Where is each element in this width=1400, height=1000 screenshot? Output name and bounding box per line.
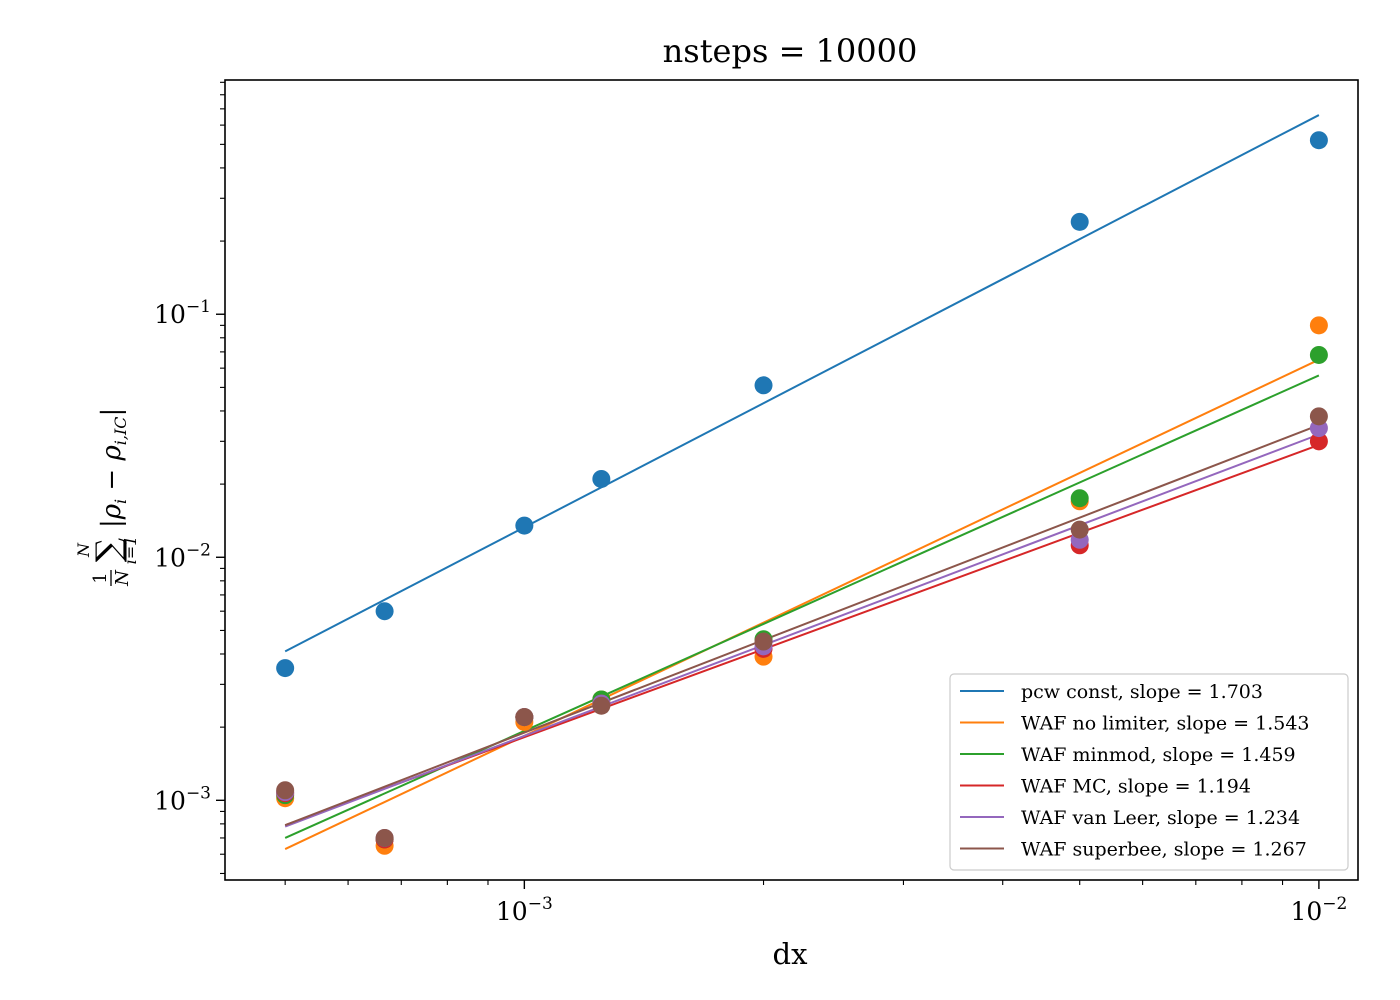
fit-line xyxy=(284,358,1320,850)
fit-line xyxy=(284,424,1320,827)
data-point xyxy=(515,516,534,535)
data-points xyxy=(276,131,1328,855)
data-point xyxy=(1070,489,1089,508)
legend-box xyxy=(949,673,1349,871)
legend: pcw const, slope = 1.703 WAF no limiter, … xyxy=(949,673,1349,871)
y-label-sum-sign: ∑ xyxy=(89,538,129,562)
data-point xyxy=(375,602,394,621)
data-point xyxy=(1309,131,1328,150)
legend-label: WAF minmod, slope = 1.459 xyxy=(1021,744,1296,766)
data-point xyxy=(1070,520,1089,539)
x-axis-label: dx xyxy=(773,937,808,971)
y-label-frac-num: 1 xyxy=(90,572,111,583)
y-label-close: | xyxy=(97,408,127,417)
data-point xyxy=(1309,345,1328,364)
data-point xyxy=(1309,407,1328,426)
data-point xyxy=(1309,432,1328,451)
y-label-minus-sub: i,IC xyxy=(111,416,130,445)
fit-line xyxy=(284,114,1320,653)
legend-label: WAF superbee, slope = 1.267 xyxy=(1021,839,1307,861)
y-tick-label: 10−1 xyxy=(154,297,211,329)
y-label-frac-den: N xyxy=(112,569,133,587)
data-point xyxy=(1070,212,1089,231)
data-point xyxy=(276,781,295,800)
plot-frame xyxy=(224,79,1359,881)
y-label-body-sub: i xyxy=(111,499,130,504)
y-tick-label: 10−2 xyxy=(154,540,211,572)
data-point xyxy=(592,696,611,715)
legend-label: WAF no limiter, slope = 1.543 xyxy=(1021,713,1310,735)
legend-label: WAF van Leer, slope = 1.234 xyxy=(1021,807,1300,829)
y-axis-label: 1 N N ∑ i=1 |ρi − ρi,IC| xyxy=(74,408,140,587)
fit-lines xyxy=(284,114,1320,850)
legend-label: WAF MC, slope = 1.194 xyxy=(1021,776,1251,798)
chart-title: nsteps = 10000 xyxy=(663,32,918,70)
x-tick-label: 10−2 xyxy=(1290,894,1347,926)
data-point xyxy=(515,708,534,727)
data-point xyxy=(754,632,773,651)
data-point xyxy=(754,376,773,395)
x-tick-label: 10−3 xyxy=(496,894,553,926)
data-point xyxy=(375,828,394,847)
fit-line xyxy=(284,433,1320,828)
data-point xyxy=(1309,316,1328,335)
y-label-minus: − ρ xyxy=(97,445,127,499)
y-tick-label: 10−3 xyxy=(154,783,211,815)
axis-ticks: 10−3 10−2 10−3 10−2 10−1 xyxy=(154,81,1347,926)
y-label-sum-upper: N xyxy=(74,542,93,558)
data-point xyxy=(592,469,611,488)
y-label-sum-lower: i=1 xyxy=(121,536,140,565)
legend-label: pcw const, slope = 1.703 xyxy=(1021,681,1263,703)
y-label-expression: |ρi − ρi,IC| xyxy=(97,408,130,528)
data-point xyxy=(276,659,295,678)
y-label-body: |ρ xyxy=(97,503,127,528)
